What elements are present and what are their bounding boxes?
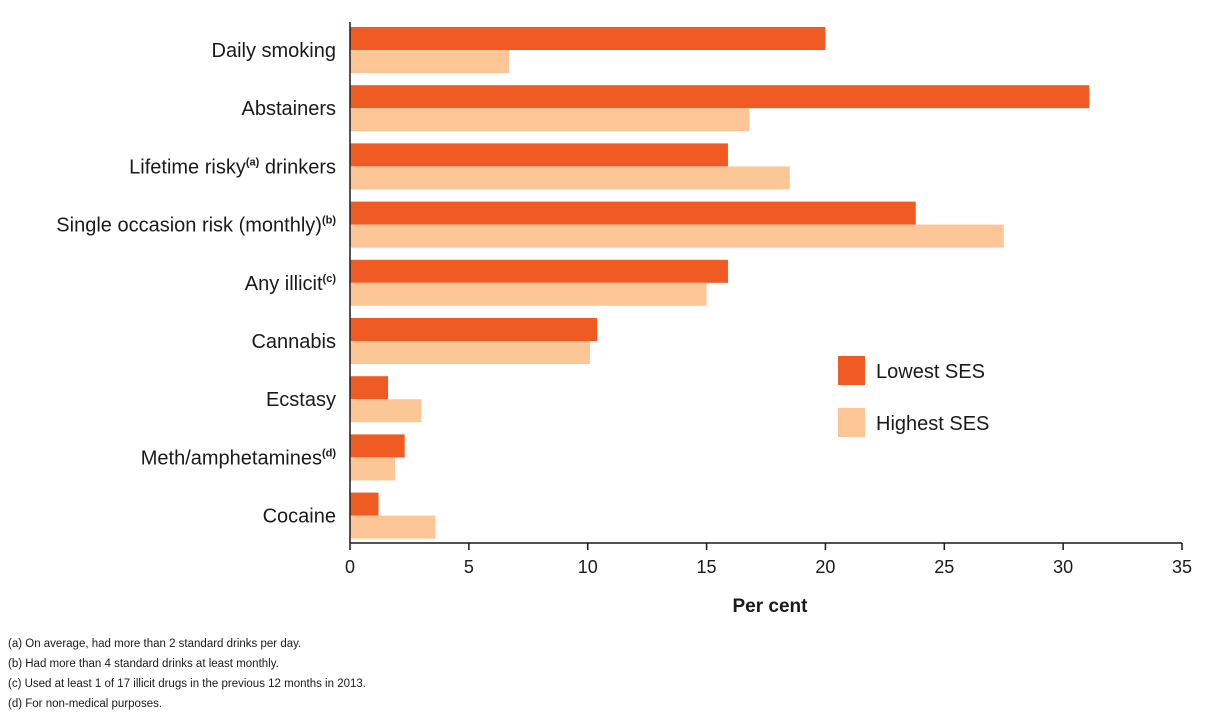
bars-group [350,27,1090,539]
category-labels: Daily smoking Abstainers Lifetime risky(a)… [56,40,336,528]
category-label-ecstasy: Ecstasy [266,389,336,411]
bar-abstainers-highest-ses [350,108,750,132]
category-label-cannabis: Cannabis [251,331,336,353]
bar-any-illicit-highest-ses [350,282,707,306]
x-tick-label: 30 [1053,557,1073,577]
legend-label-highest-ses: Highest SES [876,413,989,435]
footnote-d: (d) For non-medical purposes. [8,698,163,710]
x-tick-label: 0 [345,557,355,577]
category-label-any-illicit: Any illicit(c) [245,273,337,295]
legend: Lowest SES Highest SES [838,356,989,437]
bar-any-illicit-lowest-ses [350,259,728,283]
bar-cannabis-lowest-ses [350,318,598,341]
bar-single-occasion-risk-monthly-highest-ses [350,224,1004,248]
bar-lifetime-risky-lowest-ses [350,143,728,167]
category-label-lifetime-risky: Lifetime risky(a) drinkers [129,156,336,178]
bar-daily-smoking-highest-ses [350,50,510,73]
bar-cocaine-lowest-ses [350,492,379,516]
bar-lifetime-risky-highest-ses [350,166,790,190]
bar-cocaine-highest-ses [350,515,436,539]
category-label-abstainers: Abstainers [242,98,337,120]
footnotes: (a) On average, had more than 2 standard… [8,634,1198,714]
category-label-meth-amphetamines: Meth/amphetamines(d) [141,447,337,469]
x-tick-label: 5 [464,557,474,577]
legend-label-lowest-ses: Lowest SES [876,361,985,383]
footnote-c: (c) Used at least 1 of 17 illicit drugs … [8,678,366,690]
bar-abstainers-lowest-ses [350,85,1090,109]
legend-swatch-highest-ses [838,408,865,437]
bar-cannabis-highest-ses [350,341,591,364]
category-label-cocaine: Cocaine [263,506,336,528]
x-tick-label: 15 [697,557,717,577]
bar-ecstasy-highest-ses [350,399,422,423]
footnote-a: (a) On average, had more than 2 standard… [8,638,302,650]
x-ticks: 0 5 10 15 20 25 30 35 [345,543,1192,577]
bar-chart: Daily smoking Abstainers Lifetime risky(a)… [56,22,1192,617]
bar-meth-amphetamines-highest-ses [350,457,396,481]
bar-daily-smoking-lowest-ses [350,27,826,50]
footnote-b: (b) Had more than 4 standard drinks at l… [8,658,279,670]
bar-ecstasy-lowest-ses [350,376,389,400]
x-tick-label: 20 [815,557,835,577]
x-tick-label: 25 [934,557,954,577]
x-tick-label: 35 [1172,557,1192,577]
x-tick-label: 10 [578,557,598,577]
bar-meth-amphetamines-lowest-ses [350,434,405,458]
category-label-daily-smoking: Daily smoking [212,40,336,62]
bar-single-occasion-risk-monthly-lowest-ses [350,201,916,225]
legend-swatch-lowest-ses [838,356,865,385]
category-label-single-occasion-risk-monthly: Single occasion risk (monthly)(b) [56,215,336,237]
x-axis-title: Per cent [733,596,809,617]
